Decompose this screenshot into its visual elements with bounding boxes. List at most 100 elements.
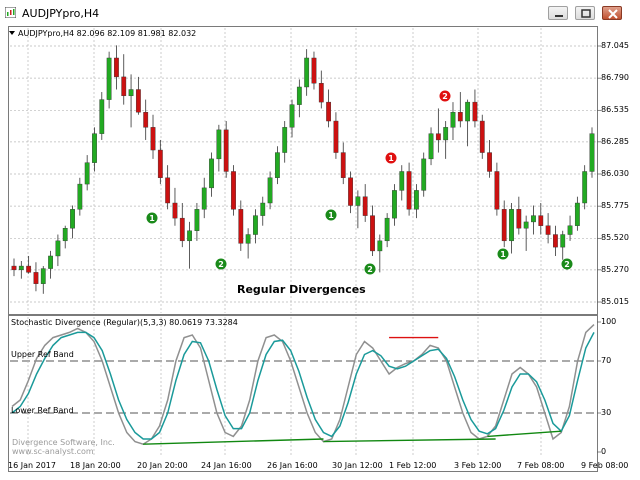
bullish-divergence-line [143,438,324,445]
candle-body [289,104,295,128]
divergence-marker [325,209,337,221]
candle-body [187,230,192,242]
candle-body [84,162,90,185]
osc-axis-label: 0 [601,447,607,456]
candle-body [355,196,361,206]
candle-body [223,129,229,172]
close-icon [608,9,618,19]
candle-body [201,187,207,210]
price-axis-label: 85.015 [601,297,629,306]
candle-body [589,133,595,172]
price-axis-label: 85.520 [601,233,629,243]
candle-body [18,265,24,271]
indicator-label: Stochastic Divergence (Regular)(5,3,3) 8… [11,318,238,327]
candle-body [399,171,405,191]
chart-frame [8,26,598,472]
time-axis-label: 26 Jan 16:00 [267,461,318,470]
osc-axis-label: 30 [601,408,612,417]
divergence-marker-label: 1 [149,214,155,223]
candle-body [509,209,514,242]
candle-body [296,86,302,105]
divergence-marker-label: 1 [388,154,394,163]
time-axis-label: 3 Feb 12:00 [454,461,502,470]
candle-body [392,190,397,219]
close-button[interactable] [602,6,622,20]
title-bar[interactable]: AUDJPYpro,H4 [0,0,640,26]
candle-body [553,234,558,248]
candle-body [26,265,32,273]
price-axis-label: 86.535 [601,105,629,115]
candle-body [143,112,149,128]
candle-body [311,57,317,84]
candle-body [238,209,244,244]
candle-body [274,152,280,178]
candle-body [209,158,214,189]
time-axis-label: 18 Jan 20:00 [70,461,121,470]
candle-body [582,171,588,204]
candle-body [260,202,266,216]
osc-axis-label: 70 [601,356,612,365]
divergence-marker-label: 1 [500,250,506,259]
price-axis[interactable] [598,27,640,473]
time-axis-label: 20 Jan 20:00 [137,461,188,470]
candle-body [428,133,434,160]
candle-body [11,265,17,271]
price-axis-label: 85.775 [601,201,629,211]
candle-body [384,217,390,242]
chart-app-icon [5,7,16,18]
candle-body [465,101,471,122]
candle-body [450,112,456,128]
stochastic-signal-line [11,331,595,440]
candle-body [479,120,485,153]
watermark-company: Divergence Software, Inc. [12,438,115,447]
price-axis-label: 86.790 [601,73,629,83]
candle-body [253,215,258,235]
window-title: AUDJPYpro,H4 [22,7,100,20]
watermark-url: www.sc-analyst.com [12,447,94,456]
price-axis-label: 85.270 [601,264,629,274]
candle-body [326,101,332,122]
candle-body [121,76,127,97]
candle-body [99,99,105,134]
divergence-marker [497,248,509,260]
candle-body [304,57,310,88]
divergence-marker [439,90,451,102]
pane-separator[interactable] [9,314,597,316]
candle-body [194,209,200,231]
candle-body [282,127,288,153]
candle-body [48,255,53,269]
time-axis-label: 9 Feb 08:00 [581,461,629,470]
bullish-divergence-line [323,438,496,443]
candle-body [55,240,61,257]
candle-body [318,83,324,103]
candle-body [523,221,529,229]
candle-body [567,225,573,235]
candle-body [377,240,383,252]
maximize-button[interactable] [575,6,595,20]
symbol-info: AUDJPYpro,H4 82.096 82.109 81.981 82.032 [18,29,197,38]
candle-body [435,133,441,141]
divergence-marker [215,258,227,270]
stochastic-main-line [11,324,595,446]
candle-body [494,171,500,210]
candle-body [538,215,544,226]
candle-body [370,215,375,252]
candle-body [62,228,68,242]
candle-body [114,57,119,78]
candle-body [172,202,178,219]
chart-caption: Regular Divergences [237,283,366,296]
candle-body [406,171,412,210]
candle-body [421,158,427,191]
candle-body [487,152,492,172]
candle-body [77,183,83,210]
candle-body [501,209,507,242]
divergence-marker-label: 2 [564,260,570,269]
symbol-dropdown-icon[interactable] [9,31,15,35]
divergence-marker [385,152,397,164]
candle-body [414,190,419,210]
bullish-divergence-line [487,430,562,438]
minimize-button[interactable] [548,6,568,20]
time-axis-label: 30 Jan 12:00 [332,461,383,470]
